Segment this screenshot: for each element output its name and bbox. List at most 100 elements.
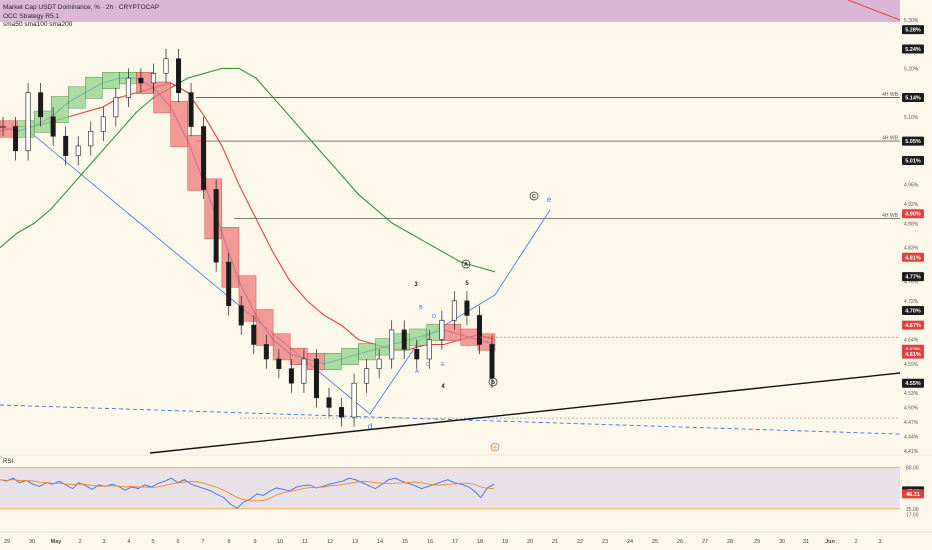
occ-band-green xyxy=(392,333,410,351)
x-axis-label: 2 xyxy=(78,539,81,545)
candle xyxy=(0,116,6,137)
occ-band-red xyxy=(170,101,188,148)
candle-body xyxy=(288,368,294,384)
occ-band-red xyxy=(443,323,462,341)
price-badge xyxy=(902,378,924,388)
level-label: 4H WB xyxy=(882,136,899,142)
x-axis-label: 12 xyxy=(327,539,333,545)
y-axis-label: 4.53% xyxy=(904,391,919,397)
x-axis-label: 18 xyxy=(477,539,483,545)
candle-body xyxy=(339,407,345,418)
candle-body xyxy=(113,97,119,118)
wave-circle-b: B xyxy=(491,380,495,386)
x-axis-label: 16 xyxy=(427,539,433,545)
wave-4: 4 xyxy=(441,384,445,390)
candle xyxy=(301,349,307,393)
candle xyxy=(426,329,432,369)
y-axis-label: 4.64% xyxy=(904,338,919,344)
x-axis-label: 22 xyxy=(577,539,583,545)
wave-circle-a-circle xyxy=(461,259,471,269)
candle-body xyxy=(25,92,31,152)
candle-body xyxy=(238,305,244,326)
x-axis-label: 29 xyxy=(754,539,760,545)
level-label: 4H WB xyxy=(882,92,899,98)
candle-body xyxy=(464,300,470,316)
candle-body xyxy=(163,58,169,74)
wave-b-small: B xyxy=(419,305,423,311)
candle xyxy=(163,49,169,83)
x-axis-label: 8 xyxy=(227,539,230,545)
candle xyxy=(351,373,357,427)
wave-e-small: E xyxy=(441,362,445,368)
y-axis-label: 4.41% xyxy=(904,449,919,455)
y-axis-label: 4.47% xyxy=(904,420,919,426)
price-badge-label: 5.14% xyxy=(905,95,921,101)
candle xyxy=(13,116,19,161)
wave-circle-a: A xyxy=(464,262,468,268)
occ-band-red xyxy=(153,81,171,114)
candle xyxy=(476,305,482,355)
candle-body xyxy=(301,358,307,384)
wave-circle-b-circle xyxy=(488,377,498,387)
y-axis-label: 4.96% xyxy=(904,183,919,189)
indicator-occ-strategy[interactable]: OCC Strategy R5.1 xyxy=(3,12,59,20)
y-axis-label: 4.92% xyxy=(904,202,919,208)
rsi-badge-label: 46.31 xyxy=(906,492,920,498)
rsi-badge xyxy=(902,489,924,499)
occ-band-green xyxy=(51,96,69,123)
sma200-line xyxy=(0,67,496,273)
y-axis-label: 5.20% xyxy=(904,66,919,72)
price-badge xyxy=(902,25,924,35)
candle-body xyxy=(414,349,420,360)
candle-body xyxy=(213,189,219,263)
price-badge xyxy=(902,155,924,165)
candle xyxy=(201,116,207,200)
wave-circle-c-circle xyxy=(529,191,539,201)
candle xyxy=(100,107,106,142)
x-axis-label: 17 xyxy=(452,539,458,545)
x-axis-label: 24 xyxy=(627,539,633,545)
price-badge xyxy=(902,92,924,102)
y-axis-label: 4.59% xyxy=(904,362,919,368)
price-badge xyxy=(902,306,924,316)
y-axis-label: 4.50% xyxy=(904,405,919,411)
occ-band-green xyxy=(341,348,359,366)
price-badge-label: 4.81% xyxy=(905,255,921,261)
y-axis-label: 4.76% xyxy=(904,280,919,286)
candle xyxy=(25,82,31,161)
occ-band-red xyxy=(460,328,479,346)
flash-icon-circle xyxy=(490,442,500,452)
price-badge-label: 5.01% xyxy=(905,158,921,164)
price-axis-bg xyxy=(900,0,932,530)
candle-body xyxy=(326,397,332,408)
candle xyxy=(226,252,232,316)
wave-e: e xyxy=(547,195,552,204)
x-axis-label: 19 xyxy=(502,539,508,545)
candle-body xyxy=(313,358,319,399)
occ-band-red xyxy=(204,178,223,240)
y-axis-label: 4.44% xyxy=(904,434,919,440)
candle-body xyxy=(276,358,282,369)
rsi-axis-label: 17.50 xyxy=(906,512,919,518)
candle xyxy=(251,315,257,355)
candle xyxy=(401,320,407,359)
x-axis-label: 7 xyxy=(201,539,204,545)
x-axis-label: 5 xyxy=(151,539,154,545)
price-badge-label: 4.55% xyxy=(905,381,921,387)
rsi-ma-line xyxy=(0,479,495,502)
price-badge-label: 5.28% xyxy=(905,28,921,34)
indicator-sma[interactable]: sma50 sma100 sma200 xyxy=(3,21,73,28)
candle xyxy=(38,82,44,127)
candle-body xyxy=(138,77,144,84)
candle xyxy=(376,349,382,379)
symbol-title[interactable]: Market Cap USDT Dominance, % · 2h · CRYP… xyxy=(3,4,160,11)
candle xyxy=(276,349,282,379)
candle xyxy=(288,358,294,393)
candle xyxy=(326,388,332,418)
occ-band-red xyxy=(255,309,274,346)
x-axis-label: 30 xyxy=(29,539,35,545)
rsi-axis-label: 25.00 xyxy=(906,507,919,513)
candle-body xyxy=(439,319,445,340)
candle-body xyxy=(376,358,382,369)
